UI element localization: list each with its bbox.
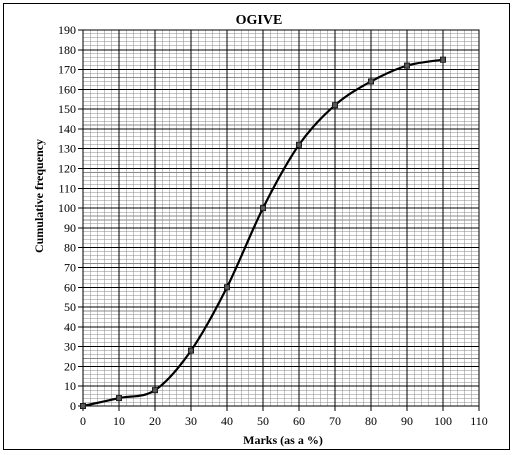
y-tick-label: 10	[64, 379, 76, 393]
data-point	[259, 205, 266, 212]
y-tick-label: 20	[64, 359, 76, 373]
y-tick-label: 170	[58, 63, 76, 77]
x-tick-label: 100	[434, 414, 452, 428]
x-tick-label: 60	[293, 414, 305, 428]
chart-title: OGIVE	[236, 13, 283, 28]
data-point	[187, 347, 194, 354]
y-axis-ticks: 0 10 20 30 40 50 60 70 80 90 100 110 120 130 140 150 160…	[58, 23, 83, 413]
y-tick-label: 120	[58, 162, 76, 176]
x-tick-label: 40	[221, 414, 233, 428]
x-tick-label: 50	[257, 414, 269, 428]
data-point	[331, 102, 338, 109]
data-point	[80, 402, 87, 409]
x-tick-label: 80	[365, 414, 377, 428]
y-tick-label: 50	[64, 300, 76, 314]
y-tick-label: 100	[58, 201, 76, 215]
y-tick-label: 110	[58, 181, 76, 195]
grid	[82, 29, 480, 407]
x-axis-ticks: 0 10 20 30 40 50 60 70 80 90 100 110	[80, 406, 488, 428]
x-tick-label: 30	[185, 414, 197, 428]
y-tick-label: 160	[58, 82, 76, 96]
y-tick-label: 190	[58, 23, 76, 37]
x-tick-label: 20	[149, 414, 161, 428]
y-tick-label: 60	[64, 280, 76, 294]
y-tick-label: 130	[58, 142, 76, 156]
x-tick-label: 90	[401, 414, 413, 428]
data-points	[80, 56, 446, 409]
data-point	[439, 56, 446, 63]
data-point	[116, 395, 123, 402]
y-tick-label: 180	[58, 43, 76, 57]
y-tick-label: 140	[58, 122, 76, 136]
data-point	[403, 62, 410, 69]
x-tick-label: 70	[329, 414, 341, 428]
x-tick-label: 0	[80, 414, 86, 428]
x-tick-label: 110	[470, 414, 488, 428]
data-point	[295, 141, 302, 148]
y-tick-label: 30	[64, 340, 76, 354]
data-point	[223, 284, 230, 291]
plot-area	[82, 29, 480, 407]
data-point	[151, 387, 158, 394]
y-tick-label: 70	[64, 260, 76, 274]
y-tick-label: 80	[64, 241, 76, 255]
x-tick-label: 10	[113, 414, 125, 428]
y-tick-label: 0	[70, 399, 76, 413]
y-tick-label: 90	[64, 221, 76, 235]
data-point	[367, 78, 374, 85]
y-tick-label: 150	[58, 102, 76, 116]
x-axis-label: Marks (as a %)	[243, 433, 323, 447]
y-tick-label: 40	[64, 320, 76, 334]
y-axis-label: Cumulative frequency	[32, 139, 46, 253]
